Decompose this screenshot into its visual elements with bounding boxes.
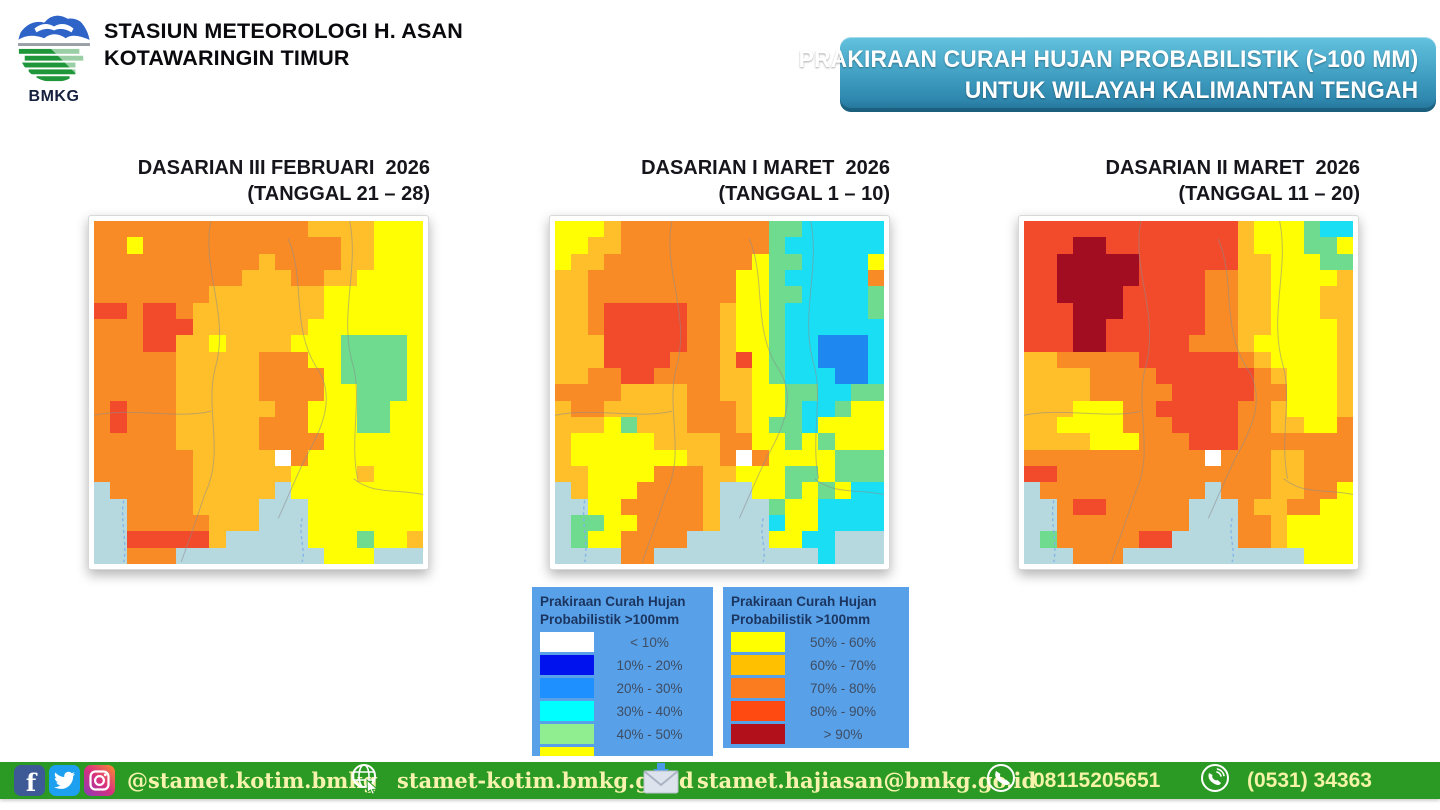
legend-swatch: [731, 655, 785, 675]
legend-swatch: [540, 701, 594, 721]
legend-row: < 10%: [540, 632, 705, 652]
legend-label: 30% - 40%: [616, 703, 683, 719]
social-group: f @stamet.kotim.bmkg: [14, 762, 378, 799]
legend-swatch: [731, 724, 785, 744]
legend-swatch: [540, 724, 594, 744]
legend-row: > 90%: [731, 724, 901, 744]
map-grid: [1024, 221, 1353, 564]
legend-label: 70% - 80%: [809, 680, 877, 696]
legend-swatch: [731, 701, 785, 721]
legend-title-line1: Prakiraan Curah Hujan: [540, 594, 686, 609]
whatsapp-group: 08115205651: [986, 762, 1160, 799]
legend-row: [540, 747, 705, 756]
legend-label: 20% - 30%: [616, 680, 683, 696]
whatsapp-number[interactable]: 08115205651: [1033, 768, 1161, 792]
legend-row: 10% - 20%: [540, 655, 705, 675]
station-name: STASIUN METEOROLOGI H. ASAN KOTAWARINGIN…: [104, 18, 463, 72]
mail-icon: [643, 762, 680, 799]
map3-title-line2: (TANGGAL 11 – 20): [1178, 183, 1360, 205]
map2-title: DASARIAN I MARET 2026 (TANGGAL 1 – 10): [641, 155, 890, 207]
phone-group: (0531) 34363: [1200, 762, 1372, 799]
map2-title-line1: DASARIAN I MARET 2026: [641, 157, 890, 179]
map1-title-line2: (TANGGAL 21 – 28): [247, 183, 430, 205]
legend-row: 40% - 50%: [540, 724, 705, 744]
legend-rows: 50% - 60% 60% - 70% 70% - 80% 80% - 90% > 90…: [731, 632, 901, 744]
legend-swatch: [540, 678, 594, 698]
legend-row: 80% - 90%: [731, 701, 901, 721]
legend-swatch: [540, 632, 594, 652]
legend-row: 50% - 60%: [731, 632, 901, 652]
bmkg-logo-icon: [15, 9, 93, 89]
legend-title-line2: Probabilistik >100mm: [540, 612, 680, 627]
legend-swatch: [731, 678, 785, 698]
banner-line2: UNTUK WILAYAH KALIMANTAN TENGAH: [964, 76, 1418, 104]
map-dasarian-2-maret: [1018, 215, 1359, 570]
map1-title-line1: DASARIAN III FEBRUARI 2026: [137, 157, 430, 179]
contact-footer: f @stamet.kotim.bmkg: [0, 762, 1440, 799]
legend-rows: < 10% 10% - 20% 20% - 30% 30% - 40% 40% - 50…: [540, 632, 705, 756]
legend-swatch: [731, 632, 785, 652]
legend-row: 20% - 30%: [540, 678, 705, 698]
legend-label: 40% - 50%: [616, 726, 683, 742]
bmkg-logo: BMKG: [14, 7, 94, 106]
legend-label: 50% - 60%: [809, 634, 877, 650]
legend-row: 60% - 70%: [731, 655, 901, 675]
map-grid: [94, 221, 423, 564]
legend-label: 10% - 20%: [616, 657, 683, 673]
legend-swatch: [540, 655, 594, 675]
legend-label: 60% - 70%: [809, 657, 877, 673]
svg-text:f: f: [26, 768, 38, 796]
map3-title-line1: DASARIAN II MARET 2026: [1105, 157, 1361, 179]
map-dasarian-3-februari: [88, 215, 429, 570]
globe-icon: [350, 762, 380, 799]
legend-label: > 90%: [823, 726, 863, 742]
station-name-line1: STASIUN METEOROLOGI H. ASAN: [104, 19, 463, 43]
legend-swatch: [540, 747, 594, 756]
map-dasarian-1-maret: [549, 215, 890, 570]
title-banner: PRAKIRAAN CURAH HUJAN PROBABILISTIK (>10…: [798, 37, 1436, 112]
instagram-icon[interactable]: [84, 765, 115, 796]
station-name-line2: KOTAWARINGIN TIMUR: [104, 46, 350, 70]
email-group: stamet.hajiasan@bmkg.go.id: [643, 762, 1036, 799]
facebook-icon[interactable]: f: [14, 765, 45, 796]
legend-row: 30% - 40%: [540, 701, 705, 721]
phone-number[interactable]: (0531) 34363: [1247, 768, 1372, 792]
legend-title-line1: Prakiraan Curah Hujan: [731, 594, 877, 609]
legend-high-probability: Prakiraan Curah Hujan Probabilistik >100…: [723, 587, 909, 748]
map3-title: DASARIAN II MARET 2026 (TANGGAL 11 – 20): [1106, 155, 1361, 207]
legend-title-line2: Probabilistik >100mm: [731, 612, 871, 627]
social-handle[interactable]: @stamet.kotim.bmkg: [127, 768, 378, 793]
whatsapp-icon: [986, 763, 1016, 798]
legend-label: < 10%: [630, 634, 669, 650]
bmkg-logo-label: BMKG: [28, 88, 80, 105]
legend-low-probability: Prakiraan Curah Hujan Probabilistik >100…: [532, 587, 713, 756]
legend-label: 80% - 90%: [809, 703, 877, 719]
map1-title: DASARIAN III FEBRUARI 2026 (TANGGAL 21 –…: [138, 155, 430, 207]
legend-row: 70% - 80%: [731, 678, 901, 698]
map-grid: [555, 221, 884, 564]
banner-line1: PRAKIRAAN CURAH HUJAN PROBABILISTIK (>10…: [798, 45, 1418, 73]
phone-icon: [1200, 763, 1230, 798]
map2-title-line2: (TANGGAL 1 – 10): [718, 183, 890, 205]
email-link[interactable]: stamet.hajiasan@bmkg.go.id: [697, 768, 1037, 793]
twitter-icon[interactable]: [49, 765, 80, 796]
